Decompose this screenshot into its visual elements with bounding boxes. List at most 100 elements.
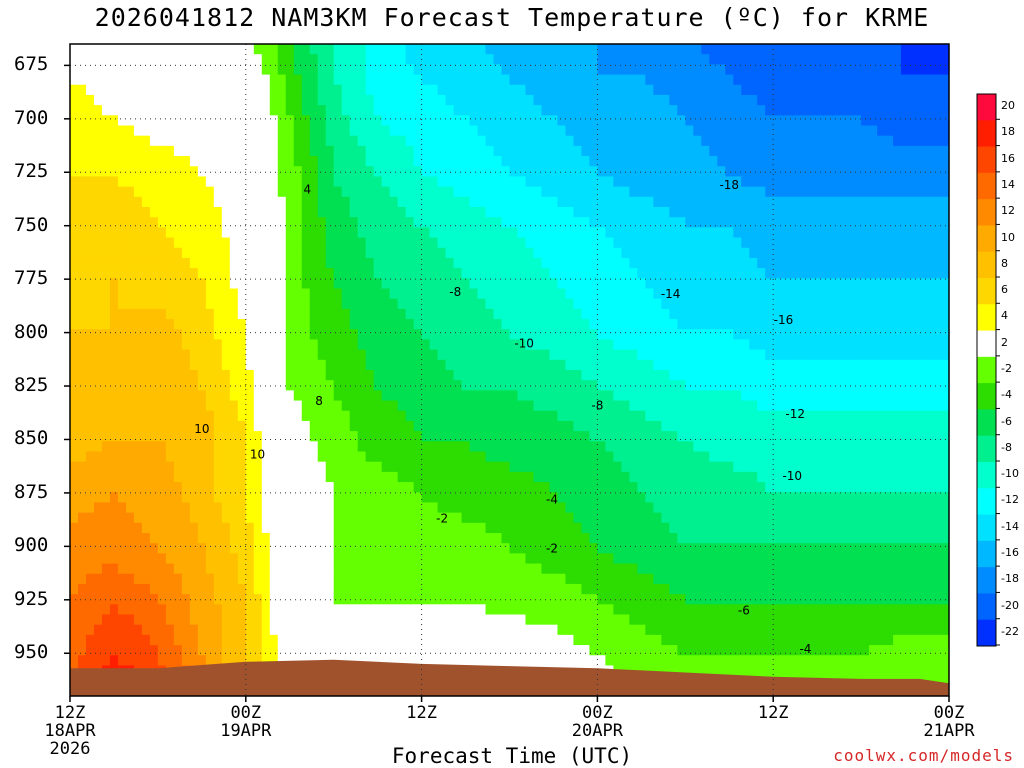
- temperature-cell: [589, 156, 598, 167]
- temperature-cell: [469, 431, 479, 442]
- temperature-cell: [845, 105, 854, 116]
- temperature-cell: [645, 247, 654, 259]
- temperature-cell: [157, 420, 167, 432]
- temperature-cell: [229, 441, 239, 453]
- temperature-cell: [109, 461, 119, 473]
- temperature-cell: [253, 471, 263, 483]
- temperature-cell: [917, 105, 926, 116]
- temperature-cell: [773, 349, 782, 361]
- temperature-cell: [645, 461, 654, 473]
- temperature-cell: [285, 227, 295, 239]
- temperature-cell: [797, 64, 806, 76]
- temperature-cell: [237, 186, 247, 198]
- temperature-cell: [189, 400, 199, 412]
- temperature-cell: [773, 44, 782, 55]
- temperature-cell: [77, 115, 87, 127]
- temperature-cell: [901, 247, 910, 259]
- temperature-cell: [301, 492, 311, 504]
- temperature-cell: [157, 492, 167, 504]
- temperature-cell: [605, 380, 614, 391]
- temperature-cell: [429, 44, 439, 55]
- temperature-cell: [317, 319, 327, 330]
- temperature-cell: [101, 196, 111, 208]
- temperature-cell: [941, 400, 949, 412]
- temperature-cell: [533, 125, 543, 137]
- temperature-cell: [101, 207, 111, 218]
- temperature-cell: [93, 125, 103, 137]
- temperature-cell: [469, 451, 479, 463]
- temperature-cell: [181, 380, 191, 391]
- temperature-cell: [669, 84, 678, 96]
- temperature-cell: [413, 94, 423, 106]
- temperature-cell: [389, 370, 399, 381]
- temperature-cell: [437, 420, 447, 432]
- temperature-cell: [317, 74, 327, 86]
- temperature-cell: [597, 105, 606, 116]
- temperature-cell: [885, 349, 894, 361]
- temperature-cell: [117, 308, 127, 320]
- temperature-cell: [405, 492, 415, 504]
- temperature-cell: [381, 288, 391, 300]
- temperature-cell: [821, 288, 830, 300]
- temperature-cell: [245, 288, 255, 300]
- temperature-cell: [125, 461, 135, 473]
- temperature-cell: [501, 145, 511, 157]
- temperature-cell: [677, 349, 686, 361]
- temperature-cell: [789, 482, 798, 493]
- temperature-cell: [157, 370, 167, 381]
- temperature-cell: [165, 471, 175, 483]
- temperature-cell: [309, 54, 319, 65]
- temperature-cell: [365, 257, 375, 269]
- temperature-cell: [189, 370, 199, 381]
- temperature-cell: [741, 54, 750, 65]
- temperature-cell: [133, 461, 143, 473]
- temperature-cell: [853, 186, 862, 198]
- temperature-cell: [493, 451, 503, 463]
- temperature-cell: [765, 420, 774, 432]
- temperature-cell: [613, 94, 622, 106]
- temperature-cell: [453, 237, 463, 249]
- temperature-cell: [613, 105, 622, 116]
- temperature-cell: [573, 268, 583, 279]
- temperature-cell: [109, 441, 119, 453]
- temperature-cell: [429, 64, 439, 76]
- temperature-cell: [141, 461, 151, 473]
- temperature-cell: [493, 431, 503, 442]
- temperature-cell: [509, 482, 519, 493]
- temperature-cell: [165, 135, 175, 147]
- temperature-cell: [709, 431, 718, 442]
- temperature-cell: [501, 482, 511, 493]
- temperature-cell: [413, 431, 423, 442]
- temperature-cell: [429, 156, 439, 167]
- temperature-cell: [197, 502, 207, 514]
- temperature-cell: [189, 339, 199, 351]
- temperature-cell: [469, 145, 479, 157]
- temperature-cell: [501, 319, 511, 330]
- temperature-cell: [629, 380, 638, 391]
- temperature-cell: [669, 94, 678, 106]
- temperature-cell: [165, 105, 175, 116]
- temperature-cell: [397, 186, 407, 198]
- temperature-cell: [141, 420, 151, 432]
- temperature-cell: [693, 319, 702, 330]
- temperature-cell: [405, 390, 415, 402]
- temperature-cell: [189, 278, 199, 290]
- temperature-cell: [701, 329, 710, 341]
- temperature-cell: [70, 217, 79, 228]
- temperature-cell: [389, 349, 399, 361]
- temperature-cell: [149, 298, 159, 310]
- temperature-cell: [469, 441, 479, 453]
- temperature-cell: [781, 420, 790, 432]
- temperature-cell: [869, 166, 878, 178]
- temperature-cell: [317, 227, 327, 239]
- temperature-cell: [445, 156, 455, 167]
- temperature-cell: [301, 288, 311, 300]
- temperature-cell: [725, 298, 734, 310]
- temperature-cell: [501, 156, 511, 167]
- temperature-cell: [437, 461, 447, 473]
- temperature-cell: [637, 84, 646, 96]
- temperature-cell: [869, 54, 878, 65]
- temperature-cell: [389, 217, 399, 228]
- temperature-cell: [245, 247, 255, 259]
- temperature-cell: [109, 492, 119, 504]
